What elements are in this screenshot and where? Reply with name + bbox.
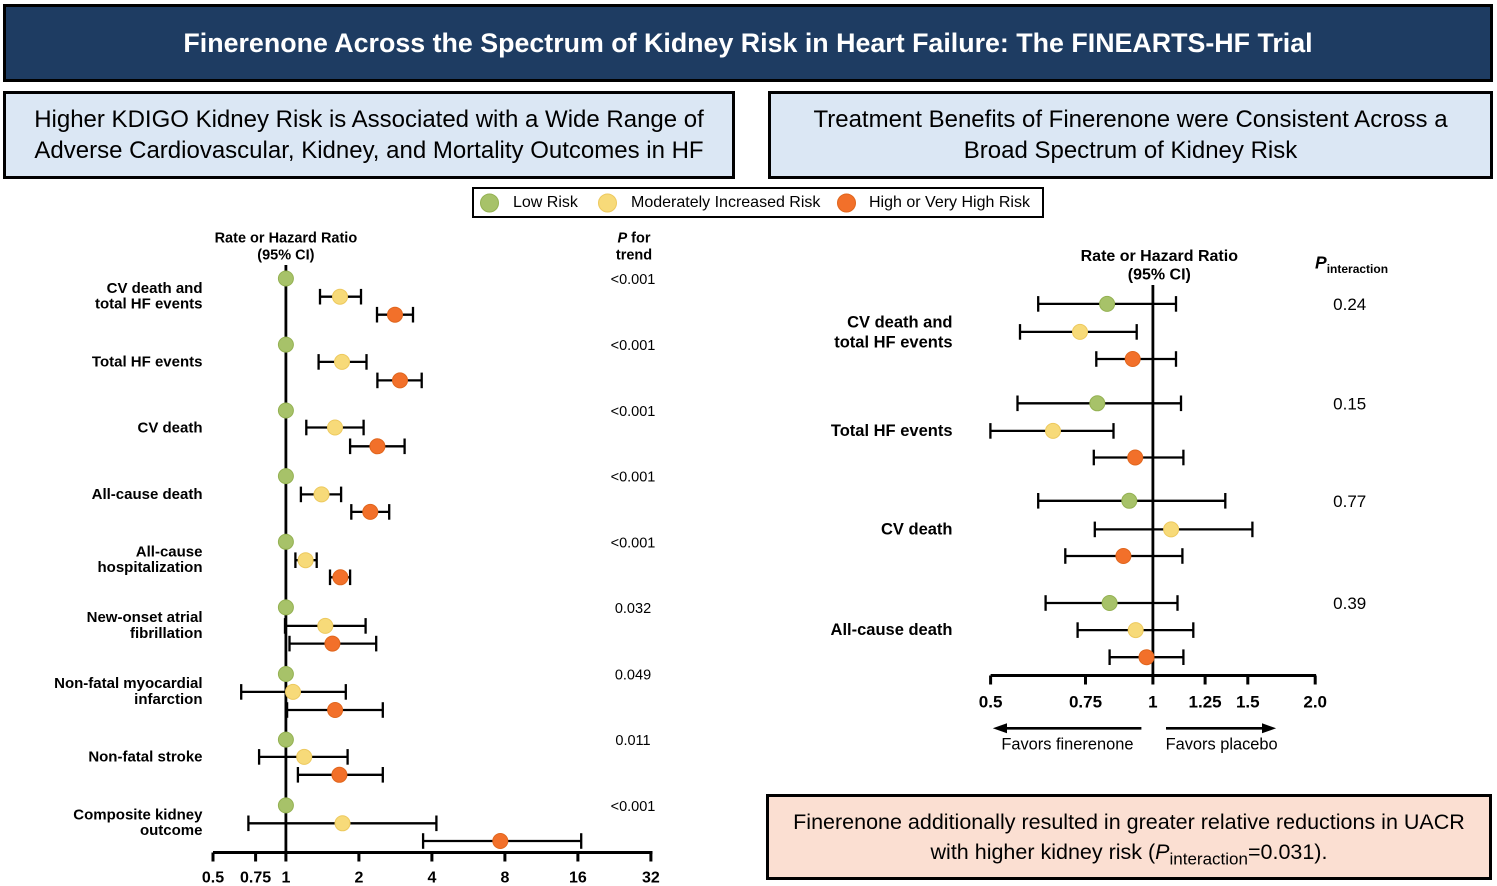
svg-text:Composite kidney: Composite kidney <box>73 806 203 823</box>
svg-text:Favors placebo: Favors placebo <box>1166 736 1278 754</box>
svg-text:<0.001: <0.001 <box>611 272 656 288</box>
svg-text:Rate or Hazard Ratio: Rate or Hazard Ratio <box>1081 248 1239 265</box>
svg-text:fibrillation: fibrillation <box>130 625 203 642</box>
svg-text:New-onset atrial: New-onset atrial <box>87 609 203 626</box>
svg-text:2.0: 2.0 <box>1303 692 1327 711</box>
svg-text:hospitalization: hospitalization <box>98 559 203 576</box>
svg-text:16: 16 <box>569 870 587 886</box>
svg-text:Non-fatal myocardial: Non-fatal myocardial <box>54 675 202 692</box>
svg-text:CV death: CV death <box>137 419 202 436</box>
svg-text:All-cause death: All-cause death <box>92 486 203 503</box>
svg-text:Total HF events: Total HF events <box>831 422 953 440</box>
svg-text:CV death and: CV death and <box>107 280 203 297</box>
svg-text:1.5: 1.5 <box>1236 692 1260 711</box>
svg-text:infarction: infarction <box>134 691 202 708</box>
svg-text:32: 32 <box>642 870 660 886</box>
svg-text:2: 2 <box>354 870 363 886</box>
svg-text:<0.001: <0.001 <box>611 535 656 551</box>
svg-text:Non-fatal stroke: Non-fatal stroke <box>88 749 202 766</box>
svg-text:Rate or Hazard Ratio: Rate or Hazard Ratio <box>215 230 358 246</box>
svg-text:0.77: 0.77 <box>1333 492 1366 511</box>
svg-text:<0.001: <0.001 <box>611 338 656 354</box>
svg-text:8: 8 <box>500 870 509 886</box>
svg-text:1: 1 <box>281 870 290 886</box>
svg-text:0.5: 0.5 <box>202 870 224 886</box>
svg-text:Total HF events: Total HF events <box>92 354 203 371</box>
svg-text:CV death: CV death <box>881 520 953 538</box>
svg-text:Pinteraction: Pinteraction <box>1315 253 1388 276</box>
svg-text:0.049: 0.049 <box>615 668 651 684</box>
svg-text:trend: trend <box>616 248 652 264</box>
svg-text:0.5: 0.5 <box>979 692 1003 711</box>
svg-text:All-cause: All-cause <box>136 543 203 560</box>
svg-text:0.75: 0.75 <box>1069 692 1102 711</box>
svg-text:0.24: 0.24 <box>1333 295 1366 314</box>
svg-text:<0.001: <0.001 <box>611 470 656 486</box>
svg-text:Favors finerenone: Favors finerenone <box>1001 736 1133 754</box>
svg-text:(95% CI): (95% CI) <box>1128 267 1191 284</box>
svg-text:P for: P for <box>617 230 650 246</box>
svg-text:1.25: 1.25 <box>1189 692 1222 711</box>
svg-text:<0.001: <0.001 <box>611 404 656 420</box>
svg-text:CV death and: CV death and <box>847 313 952 331</box>
svg-text:4: 4 <box>427 870 436 886</box>
svg-text:0.032: 0.032 <box>615 601 651 617</box>
svg-text:0.39: 0.39 <box>1333 594 1366 613</box>
svg-text:<0.001: <0.001 <box>611 799 656 815</box>
svg-text:1: 1 <box>1148 692 1157 711</box>
svg-text:(95% CI): (95% CI) <box>257 248 314 264</box>
svg-text:outcome: outcome <box>140 822 203 839</box>
svg-text:0.15: 0.15 <box>1333 395 1366 414</box>
svg-text:All-cause death: All-cause death <box>831 621 953 639</box>
svg-text:0.011: 0.011 <box>615 733 650 749</box>
svg-text:total HF events: total HF events <box>834 334 952 352</box>
svg-text:total HF events: total HF events <box>95 296 203 313</box>
svg-text:0.75: 0.75 <box>240 870 271 886</box>
